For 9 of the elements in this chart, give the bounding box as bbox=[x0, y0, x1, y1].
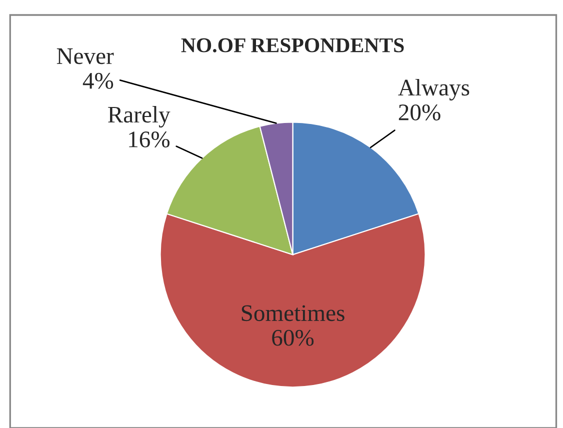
slice-label: Sometimes bbox=[242, 305, 344, 322]
slice-label: Never bbox=[56, 48, 114, 64]
data-label: 4% bbox=[82, 72, 114, 89]
slice-label: Always bbox=[398, 79, 470, 100]
data-label: 60% bbox=[272, 330, 314, 346]
data-label: 20% bbox=[398, 104, 440, 120]
chart-title: NO.OF RESPONDENTS bbox=[181, 38, 404, 52]
data-label: 16% bbox=[129, 131, 170, 148]
slice-label: Rarely bbox=[108, 106, 170, 128]
